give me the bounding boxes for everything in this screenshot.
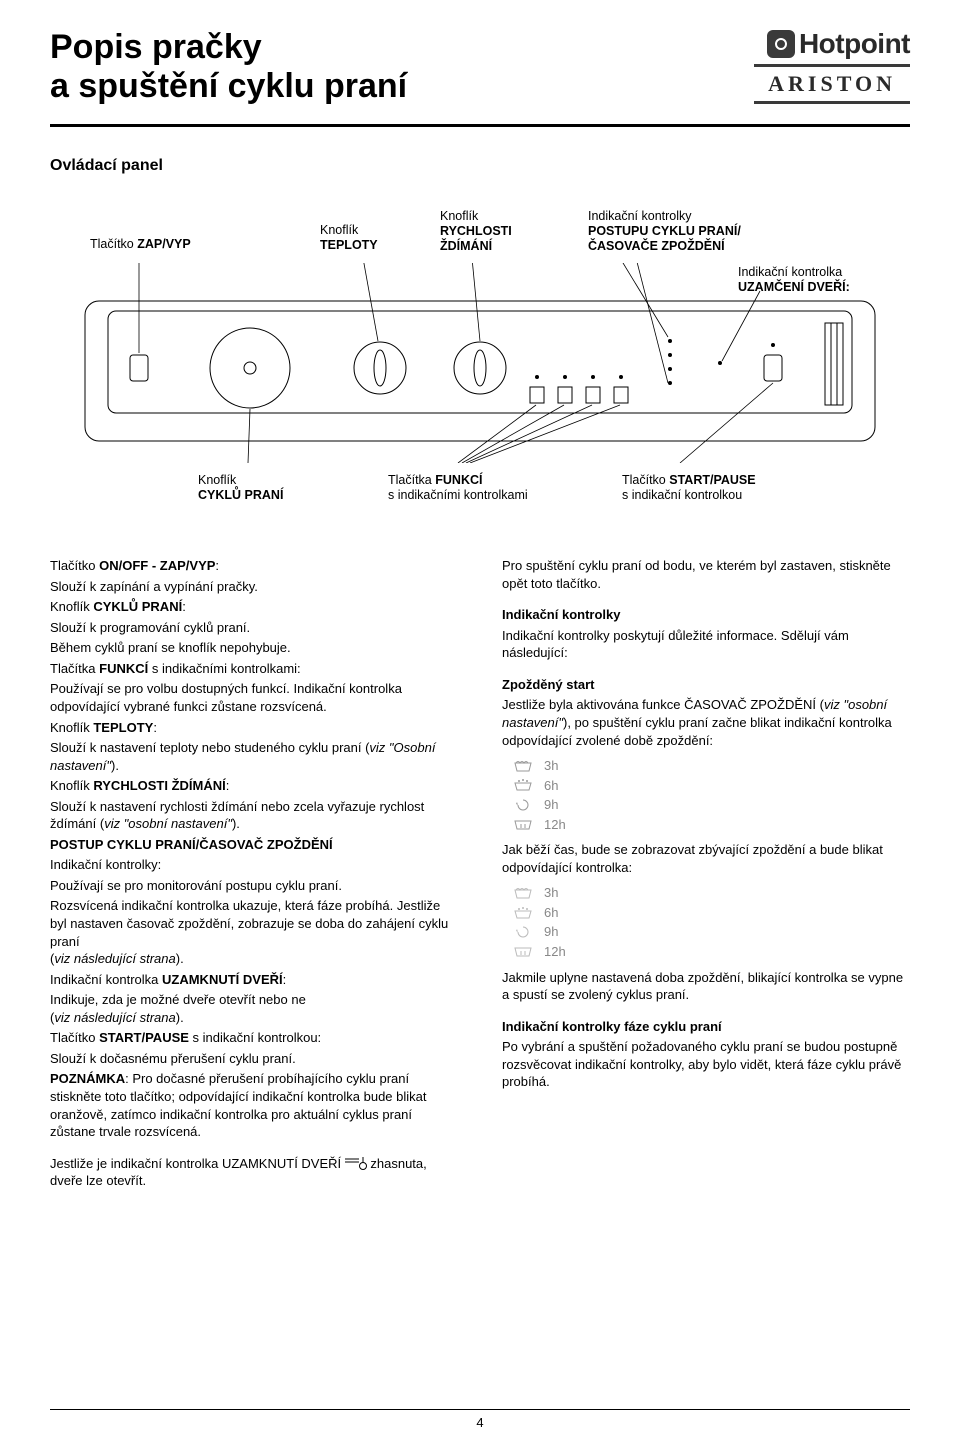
body-columns: Tlačítko ON/OFF - ZAP/VYP: Slouží k zapí… [50, 557, 910, 1193]
footer-rule [50, 1409, 910, 1410]
title-line1: Popis pračky [50, 28, 262, 66]
drain-icon [512, 819, 534, 831]
rinse-icon [512, 779, 534, 791]
left-column: Tlačítko ON/OFF - ZAP/VYP: Slouží k zapí… [50, 557, 458, 1193]
annot-cyklu: Knoflík CYKLŮ PRANÍ [198, 473, 283, 503]
delay-list-2: 3h 6h 9h 12h [512, 884, 910, 960]
annot-zapvyp: Tlačítko ZAP/VYP [90, 237, 191, 252]
section-title: Ovládací panel [50, 157, 910, 175]
page-number: 4 [476, 1415, 483, 1430]
hotpoint-logo: Hotpoint [754, 28, 910, 60]
annot-funkci: Tlačítka FUNKCÍ s indikačními kontrolkam… [388, 473, 528, 503]
header-rule [50, 124, 910, 127]
annot-zdimani: Knoflík RYCHLOSTI ŽDÍMÁNÍ [440, 209, 512, 254]
page-title: Popis pračky a spuštění cyklu praní [50, 28, 407, 106]
panel-illustration [80, 263, 880, 463]
ariston-logo: ARISTON [754, 64, 910, 104]
right-column: Pro spuštění cyklu praní od bodu, ve kte… [502, 557, 910, 1193]
brand-block: Hotpoint ARISTON [754, 28, 910, 104]
annot-teploty: Knoflík TEPLOTY [320, 223, 378, 253]
page-header: Popis pračky a spuštění cyklu praní Hotp… [50, 28, 910, 106]
hotpoint-text: Hotpoint [799, 28, 910, 60]
rinse-icon [512, 907, 534, 919]
lock-icon [345, 1157, 367, 1171]
drain-icon [512, 946, 534, 958]
ariston-text: ARISTON [768, 71, 896, 96]
annot-postup: Indikační kontrolky POSTUPU CYKLU PRANÍ/… [588, 209, 741, 254]
wash-icon [512, 760, 534, 772]
control-panel-diagram: Tlačítko ZAP/VYP Knoflík TEPLOTY Knoflík… [50, 193, 910, 533]
delay-list-1: 3h 6h 9h 12h [512, 757, 910, 833]
wash-icon [512, 887, 534, 899]
annot-start: Tlačítko START/PAUSE s indikační kontrol… [622, 473, 756, 503]
title-line2: a spuštění cyklu praní [50, 67, 407, 105]
spin-icon [512, 798, 534, 812]
spin-icon [512, 925, 534, 939]
hotpoint-icon [767, 30, 795, 58]
